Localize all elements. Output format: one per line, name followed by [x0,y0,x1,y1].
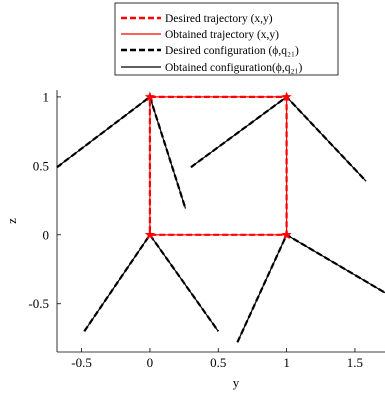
configuration-obtained-1 [190,96,367,182]
configuration-desired-3 [236,233,385,343]
trajectory-marker-2 [144,229,155,240]
configuration-desired-0 [56,95,187,209]
x-tick-label-2: 0.5 [210,355,226,370]
y-tick-label-2: 0.5 [33,158,49,173]
legend-label-0: Desired trajectory (x,y) [165,13,273,25]
legend-label-3: Obtained configuration(ϕ,q₂₁) [165,62,303,74]
trajectory-marker-1 [281,91,292,102]
configuration-desired-1 [190,95,367,182]
y-axis-label: z [4,218,19,224]
x-tick-label-4: 1.5 [347,355,363,370]
y-tick-label-1: 0 [43,227,50,242]
configuration-desired-2 [83,232,220,332]
configuration-obtained-0 [56,95,187,209]
configuration-obtained-3 [236,233,385,343]
legend-label-2: Desired configuration (ϕ,q₂₁) [165,45,299,57]
legend-box [114,2,339,76]
y-tick-label-3: 1 [43,89,50,104]
trajectory-desired [148,95,288,236]
axes: -0.5 0 0.5 1 1.5 -0.5 0 0.5 1 y z [4,89,385,390]
y-tick-label-0: -0.5 [28,296,49,311]
x-tick-label-1: 0 [147,355,154,370]
trajectory-obtained [149,96,288,236]
trajectory-marker-3 [281,229,292,240]
configuration-obtained-2 [83,233,219,332]
trajectory-marker-0 [144,91,155,102]
x-axis-label: y [233,375,240,390]
legend: Desired trajectory (x,y) Obtained traject… [114,2,339,76]
plot-area [56,91,385,343]
legend-label-1: Obtained trajectory (x,y) [165,29,279,41]
x-tick-label-0: -0.5 [71,355,92,370]
x-tick-label-3: 1 [283,355,290,370]
